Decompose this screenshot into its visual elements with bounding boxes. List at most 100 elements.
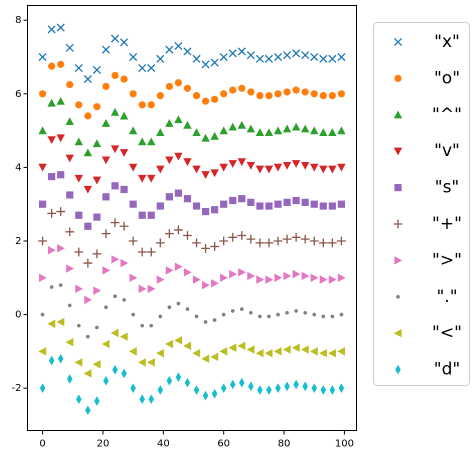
point (237, 231, 247, 240)
point (156, 92, 164, 100)
point (48, 245, 56, 255)
point (138, 63, 147, 73)
point (76, 394, 82, 405)
point (174, 152, 183, 161)
point (111, 182, 119, 190)
point (246, 234, 256, 244)
point (47, 98, 56, 107)
point (229, 196, 237, 205)
point (192, 165, 201, 174)
point (237, 158, 247, 167)
point (174, 41, 183, 51)
point (112, 364, 118, 375)
plot-frame (27, 5, 357, 431)
y-tick-label: -2 (12, 383, 22, 394)
point (147, 174, 156, 183)
point (147, 284, 156, 294)
point (319, 349, 327, 358)
point (246, 345, 255, 354)
point (56, 317, 65, 327)
point (167, 305, 172, 310)
point (131, 312, 135, 317)
point (192, 349, 201, 358)
point (74, 63, 83, 73)
point (321, 314, 326, 319)
point (57, 353, 64, 364)
x-tick-label: 100 (335, 439, 354, 450)
point (310, 200, 318, 208)
point (140, 323, 144, 328)
point (83, 258, 93, 268)
point (255, 238, 265, 248)
point (228, 160, 237, 168)
point (220, 383, 227, 393)
point (38, 273, 47, 282)
point (165, 266, 174, 275)
point (165, 119, 174, 127)
point (228, 343, 237, 352)
point (93, 286, 102, 295)
legend-label: "x" (434, 32, 460, 52)
point (102, 266, 111, 275)
point (165, 339, 173, 349)
point (240, 307, 244, 311)
point (56, 134, 65, 143)
point (75, 101, 83, 109)
point (310, 273, 319, 282)
point (310, 163, 319, 172)
point (92, 249, 102, 259)
point (39, 383, 46, 393)
point (228, 122, 237, 131)
point (219, 236, 229, 246)
point (137, 358, 146, 367)
point (210, 352, 219, 362)
point (155, 238, 165, 248)
point (66, 81, 74, 89)
point (238, 268, 247, 277)
point (320, 385, 327, 395)
point (292, 196, 300, 205)
point (210, 58, 219, 67)
point (246, 161, 256, 170)
point (256, 92, 264, 100)
point (74, 137, 84, 146)
y-tick-label: 4 (15, 162, 21, 173)
point (137, 247, 147, 257)
point (66, 191, 74, 199)
point (147, 211, 155, 219)
point (256, 202, 264, 210)
point (183, 47, 192, 56)
point (274, 90, 282, 98)
point (84, 112, 92, 120)
point (77, 323, 81, 328)
point (292, 269, 301, 279)
point (210, 242, 220, 251)
point (65, 117, 74, 126)
point (264, 165, 274, 174)
point (102, 82, 110, 91)
point (329, 385, 336, 395)
x-tick-label: 80 (278, 439, 291, 450)
point (165, 156, 174, 165)
point (156, 275, 165, 284)
point (220, 90, 228, 98)
point (174, 336, 183, 345)
point (47, 319, 56, 328)
point (174, 115, 183, 124)
point (183, 84, 192, 92)
point (219, 347, 228, 356)
point (292, 49, 301, 58)
point (95, 325, 99, 330)
point (183, 195, 192, 203)
point (337, 273, 346, 282)
point (110, 145, 120, 154)
point (201, 243, 210, 253)
point (119, 332, 128, 341)
point (122, 298, 126, 302)
point (301, 51, 310, 60)
point (300, 124, 310, 133)
point (47, 25, 56, 34)
point (192, 202, 201, 210)
point (147, 358, 155, 367)
point (310, 90, 318, 98)
